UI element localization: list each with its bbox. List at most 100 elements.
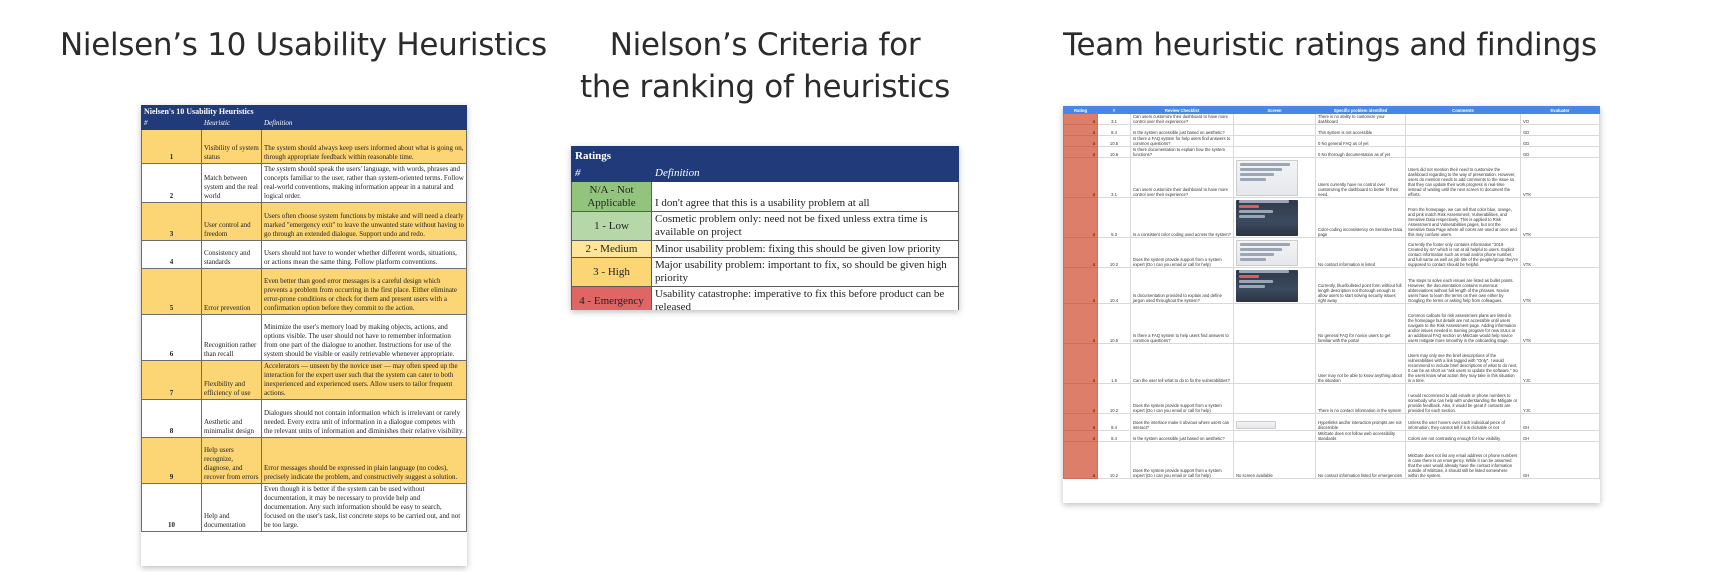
comments: Common callouts for risk assessment plan… [1405,303,1521,344]
problem-identified: This system is not accessible [1315,124,1406,136]
comments: Users did not mention their need to cust… [1405,157,1521,198]
heuristic-number: 9 [141,437,202,484]
heuristic-number: 8 [141,399,202,438]
screen-cell [1233,146,1316,158]
heuristic-name: Flexibility and efficiency of use [201,360,262,400]
screen-cell [1233,343,1316,384]
table-row: 4 10.5 Is there a FAQ system for help user… [1063,135,1600,147]
review-checklist: Does the system provide support from a s… [1130,441,1234,479]
evaluator: YJC [1520,343,1600,384]
heuristic-definition: The system should always keep users info… [261,129,467,164]
nielsen-title: Nielsen’s 10 Usability Heuristics [60,27,547,63]
heuristic-definition: Users often choose system functions by m… [261,202,467,241]
table-row: 7 Flexibility and efficiency of use Accele… [141,360,467,400]
column-header-rating: Rating [1063,106,1098,114]
criteria-title-line-2: the ranking of heuristics [580,69,950,105]
rating-definition: Major usability problem: important to fi… [651,257,959,287]
heuristic-number: 1.6 [1097,343,1131,384]
comments: Unless the user hovers over each individ… [1405,413,1521,431]
heuristic-name: Aesthetic and minimalist design [201,399,262,438]
heuristic-number: 10.5 [1097,303,1131,344]
review-checklist: Can the user tell what to do to fix the … [1130,343,1234,384]
rating-level: 3 - High [571,257,652,287]
rating-value: 4 [1063,157,1098,198]
heuristic-name: Error prevention [201,268,262,315]
table-row: 4 10.5 Is there a FAQ system to help users… [1063,303,1600,344]
problem-identified: Hyperlinks and/or interaction prompts ar… [1315,413,1406,431]
heuristic-name: Help and documentation [201,483,262,532]
heuristic-name: Visibility of system status [201,129,262,164]
rating-definition: Minor usability problem: fixing this sho… [651,240,959,258]
comments: Currently the footer only contains infor… [1405,237,1521,268]
heuristic-number: 1 [141,129,202,164]
screen-cell [1233,135,1316,147]
rating-value: 4 [1063,113,1098,125]
screenshot-thumbnail [1236,200,1298,236]
screen-cell [1233,113,1316,125]
evaluator: GH [1520,413,1600,431]
heuristic-number: 3.1 [1097,157,1131,198]
table-row: 4 3.1 Can users customize their dashboard … [1063,113,1600,125]
problem-identified: 0 No general FAQ as of yet [1315,135,1406,147]
heuristic-number: 3.1 [1097,113,1131,125]
screenshot-thumbnail [1236,160,1298,196]
table-row: 4 8.4 Does the interface make it obvious w… [1063,413,1600,431]
heuristic-definition: The system should speak the users' langu… [261,163,467,203]
table-row: 3 - High Major usability problem: importa… [571,257,959,287]
problem-identified: No general FAQ for novice users to get f… [1315,303,1406,344]
evaluator: YJC [1520,383,1600,414]
evaluator: VTK [1520,303,1600,344]
table-row: 2 - Medium Minor usability problem: fixin… [571,240,959,258]
heuristic-definition: Even better than good error messages is … [261,268,467,315]
heuristic-number: 2 [141,163,202,203]
comments [1405,113,1521,125]
table-row: 4 5.3 Is a consistent color coding used ac… [1063,197,1600,238]
heuristic-number: 10 [141,483,202,532]
heuristic-name: Help users recognize, diagnose, and reco… [201,437,262,484]
table-row: 4 10.2 Does the system provide support fro… [1063,383,1600,414]
heuristic-definition: Users should not have to wonder whether … [261,240,467,269]
problem-identified: User may not be able to know anything ab… [1315,343,1406,384]
review-checklist: Is there a FAQ system to help users find… [1130,303,1234,344]
comments: Colors are not contrasting enough for lo… [1405,430,1521,442]
column-header-heuristic: Heuristic [201,117,262,130]
heuristic-definition: Even though it is better if the system c… [261,483,467,532]
screen-cell [1233,124,1316,136]
column-header-number: # [141,117,202,130]
table-row: 10 Help and documentation Even though it i… [141,483,467,532]
heuristic-definition: Dialogues should not contain information… [261,399,467,438]
review-checklist: Can users customize their dashboard to h… [1130,113,1234,125]
evaluator: VTK [1520,157,1600,198]
table-row: 4 10.2 Does the system provide support fro… [1063,441,1600,479]
screen-cell [1233,303,1316,344]
table-row: 5 Error prevention Even better than good e… [141,268,467,315]
table-row: 4 10.4 Is documentation provided to explai… [1063,267,1600,304]
heuristic-number: 10.2 [1097,383,1131,414]
rating-value: 4 [1063,413,1098,431]
table-row: 9 Help users recognize, diagnose, and rec… [141,437,467,484]
heuristic-definition: Error messages should be expressed in pl… [261,437,467,484]
rating-level: 2 - Medium [571,240,652,258]
evaluator: GD [1520,135,1600,147]
review-checklist: Is the system accessible just based on a… [1130,124,1234,136]
rating-level: 1 - Low [571,211,652,241]
review-checklist: Is documentation provided to explain and… [1130,267,1234,304]
heuristic-number: 10.5 [1097,135,1131,147]
column-header-evaluator: Evaluator [1520,106,1600,114]
screenshot-thumbnail [1236,270,1298,302]
problem-identified: MitiGate does not follow web accessibili… [1315,430,1406,442]
review-checklist: Is the system accessible just based on a… [1130,430,1234,442]
screen-cell [1233,237,1316,268]
evaluator: VTK [1520,267,1600,304]
team-ratings-title: Team heuristic ratings and findings [1063,27,1597,63]
table-row: 2 Match between system and the real world… [141,163,467,203]
heuristic-number: 7 [141,360,202,400]
review-checklist: Is there a FAQ system for help users fin… [1130,135,1234,147]
rating-value: 4 [1063,383,1098,414]
heuristic-number: 10.4 [1097,267,1131,304]
problem-identified: No contact information listed for emerge… [1315,441,1406,479]
review-checklist: Does the interface make it obvious where… [1130,413,1234,431]
screen-cell [1233,267,1316,304]
table-row: 4 - Emergency Usability catastrophe: impe… [571,286,959,310]
column-header-definition: Definition [651,164,959,182]
